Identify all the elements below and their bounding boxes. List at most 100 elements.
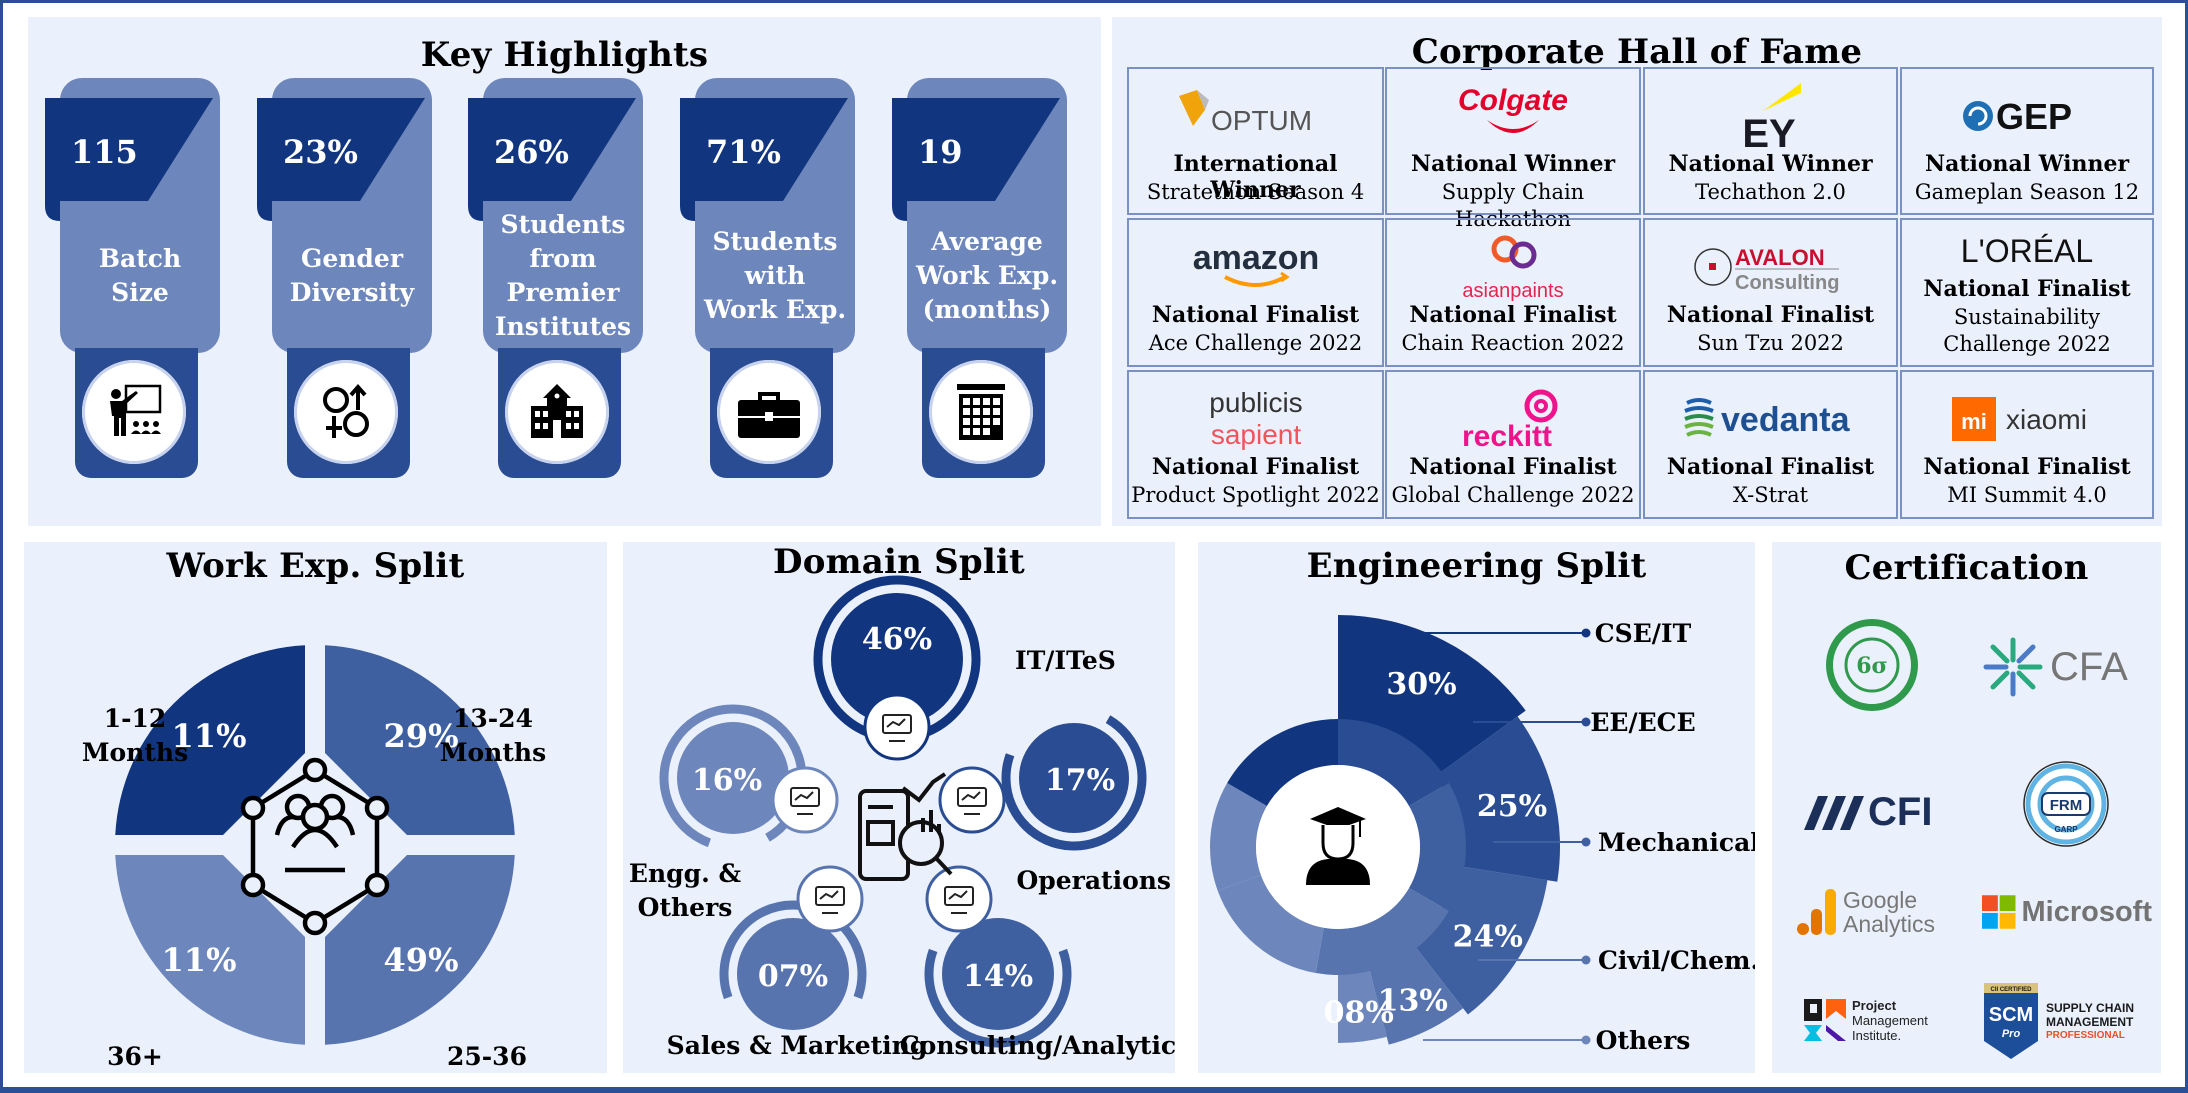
engineering-category-label: Civil/Chem. — [1598, 946, 1755, 975]
cert-microsoft-logo: Microsoft — [1982, 887, 2152, 937]
work-exp-title: Work Exp. Split — [166, 546, 465, 586]
domain-category-label: Operations — [1016, 866, 1171, 895]
svg-text:publicis: publicis — [1209, 387, 1302, 418]
award-event: Gameplan Season 12 — [1914, 180, 2140, 204]
amazon-logo: amazon — [1192, 239, 1319, 287]
engineering-inner-segment — [1315, 888, 1449, 975]
engineering-inner-segment — [1227, 719, 1338, 806]
hall-of-fame-cell: Colgate National Winner Supply Chain Hacka… — [1385, 67, 1641, 231]
award-event: Sun Tzu 2022 — [1697, 331, 1844, 355]
megaphone-network-icon — [815, 886, 845, 914]
engineering-category-label: Others — [1596, 1026, 1691, 1055]
hall-of-fame-cell: amazon National Finalist Ace Challenge 202… — [1127, 218, 1384, 367]
svg-text:vedanta: vedanta — [1721, 401, 1851, 439]
work-exp-chart: 11%29%49%11%1-12Months13-24Months25-36Mo… — [82, 645, 546, 1071]
key-highlights-title: Key Highlights — [420, 35, 709, 75]
domain-bubble — [831, 593, 963, 725]
domain-bubble — [1019, 723, 1129, 833]
domain-icon-badge — [938, 766, 1006, 834]
award-event: Product Spotlight 2022 — [1131, 483, 1380, 507]
analytics-monitor-icon — [882, 714, 912, 742]
highlight-card: 71% Students with Work Exp. — [680, 78, 860, 498]
engineering-inner-segment — [1338, 719, 1449, 806]
pmi-text2: Management — [1852, 1012, 1928, 1028]
work-exp-segment — [325, 645, 515, 835]
work-exp-segment — [325, 855, 515, 1045]
hall-of-fame-cell: GEP National Winner Gameplan Season 12 — [1900, 67, 2154, 215]
award-title: National Finalist — [1151, 302, 1360, 328]
cfi-text: CFI — [1868, 789, 1933, 834]
engineering-panel: Engineering Split 30% 25% 24% 13% 08% CSE/IT E… — [1198, 542, 1755, 1073]
calendar-icon — [929, 360, 1033, 464]
highlight-value-tab — [468, 98, 636, 221]
engineering-inner-segment — [1217, 875, 1324, 974]
award-event: Sustainability Challenge 2022 — [1943, 305, 2111, 356]
scm-text3: PROFESSIONAL — [2046, 1030, 2125, 1041]
microsoft-text: Microsoft — [2021, 895, 2153, 928]
cert-scm-pro-logo: CII CERTIFIED SCM Pro SUPPLY CHAIN MANAG… — [1982, 982, 2152, 1062]
engineering-chart: 30% 25% 24%13%08% CSE/IT EE/ECE Mechanical Civ… — [1210, 615, 1755, 1055]
award-event: Techathon 2.0 — [1695, 180, 1846, 204]
domain-chart: 46% 17% 14% 07% 16% IT/ITeS Operations Consulti… — [629, 575, 1175, 1060]
hall-of-fame-panel: Corporate Hall of Fame — [1112, 17, 2162, 526]
domain-icon-badge — [796, 865, 864, 933]
garp-text: GARP — [2054, 825, 2078, 834]
optum-logo: OPTUM — [1178, 90, 1312, 136]
work-exp-segment — [115, 855, 305, 1045]
company-logo: mi xiaomi — [1902, 380, 2152, 458]
work-exp-category-label: Months — [440, 738, 546, 767]
svg-text:EY: EY — [1742, 112, 1796, 151]
company-logo: Colgate — [1387, 77, 1639, 155]
cert-six-sigma-logo: 6σ — [1824, 617, 1920, 713]
engineering-value: 13% — [1378, 984, 1448, 1019]
svg-text:AVALON: AVALON — [1735, 245, 1825, 270]
domain-value: 14% — [963, 959, 1033, 994]
highlight-value-tab — [257, 98, 425, 221]
supply-network-icon — [957, 787, 987, 815]
award-event: X-Strat — [1732, 483, 1809, 507]
domain-value: 17% — [1045, 763, 1115, 798]
engineering-category-label: Mechanical — [1598, 828, 1755, 857]
engineering-value: 08% — [1324, 996, 1394, 1031]
highlight-value-tab — [45, 98, 213, 221]
domain-icon-badge — [771, 766, 839, 834]
domain-category-label: Others — [638, 893, 733, 922]
hall-of-fame-cell: L'ORÉAL National Finalist Sustainability C… — [1900, 218, 2154, 367]
domain-ring — [924, 948, 1072, 1048]
hall-of-fame-cell: reckitt National Finalist Global Challenge… — [1385, 370, 1641, 519]
work-exp-segment — [115, 645, 305, 835]
domain-category-label: Engg. & — [629, 859, 742, 888]
certification-title: Certification — [1844, 548, 2089, 588]
school-icon — [505, 360, 609, 464]
award-event: Ace Challenge 2022 — [1148, 331, 1363, 355]
svg-text:GEP: GEP — [1996, 96, 2072, 137]
hall-of-fame-cell: mi xiaomi National Finalist MI Summit 4.0 — [1900, 370, 2154, 519]
cert-cfi-logo: CFI — [1802, 782, 1952, 842]
svg-text:Consulting: Consulting — [1735, 272, 1839, 294]
highlight-value: 115 — [71, 133, 138, 171]
highlight-card: 26% Students from Premier Institutes — [468, 78, 648, 498]
svg-text:xiaomi: xiaomi — [2006, 404, 2087, 435]
award-event: Chain Reaction 2022 — [1401, 331, 1625, 355]
hall-of-fame-cell: asianpaints National Finalist Chain Reacti… — [1385, 218, 1641, 367]
award-title: National Winner — [1924, 151, 2130, 177]
svg-text:amazon: amazon — [1192, 239, 1319, 277]
graduate-icon — [1306, 807, 1370, 885]
svg-text:mi: mi — [1961, 409, 1987, 434]
svg-text:OPTUM: OPTUM — [1211, 105, 1312, 136]
company-logo: vedanta — [1645, 380, 1896, 458]
engineering-leader-dot — [1581, 1035, 1591, 1045]
xiaomi-logo: mi xiaomi — [1952, 397, 2087, 441]
engineering-outer-segment — [1367, 941, 1464, 1045]
engineering-leader-dot — [1581, 628, 1591, 638]
highlight-label: Average Work Exp. (months) — [915, 226, 1059, 324]
scm-badge-top: CII CERTIFIED — [1990, 987, 2032, 993]
domain-value: 07% — [758, 959, 828, 994]
highlight-value: 71% — [706, 133, 781, 171]
colgate-logo: Colgate — [1458, 84, 1568, 133]
domain-ring — [719, 900, 867, 1000]
hall-of-fame-title: Corporate Hall of Fame — [1411, 32, 1863, 72]
domain-value: 46% — [862, 622, 932, 657]
